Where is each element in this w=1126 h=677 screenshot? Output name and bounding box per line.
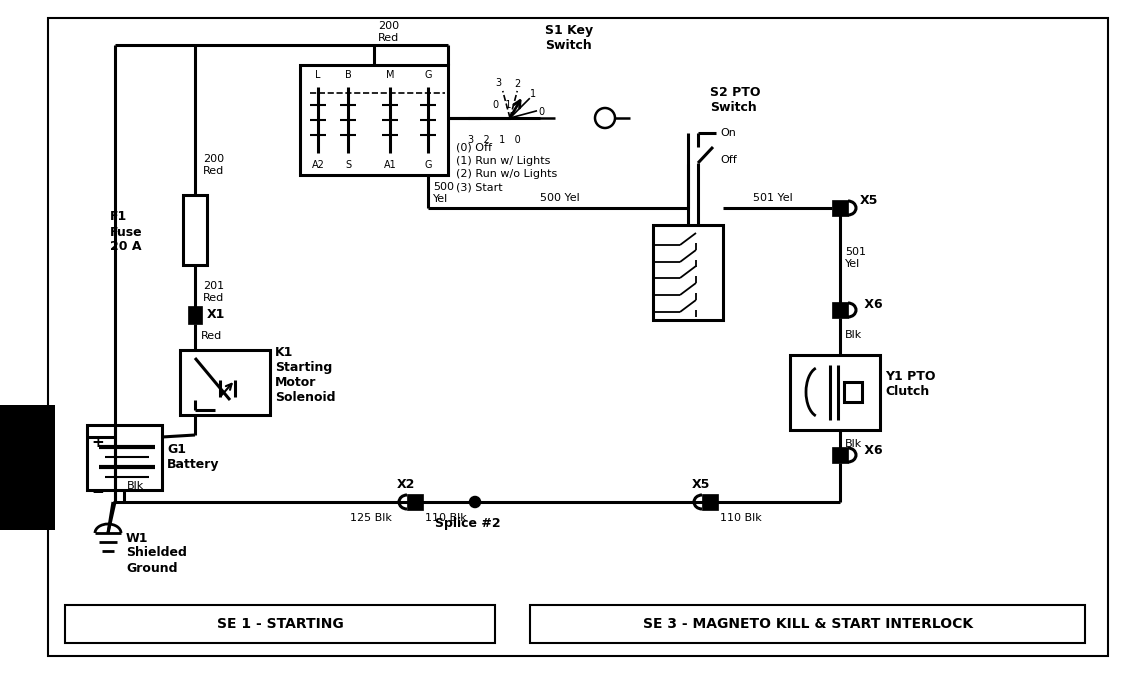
Text: 110 Blk: 110 Blk — [720, 513, 762, 523]
Text: SE 1 - STARTING: SE 1 - STARTING — [216, 617, 343, 631]
Text: 0: 0 — [538, 107, 545, 116]
Text: Blk: Blk — [844, 439, 863, 449]
Text: 501
Yel: 501 Yel — [844, 247, 866, 269]
Text: 3: 3 — [495, 78, 501, 88]
Bar — [832, 200, 848, 216]
Text: 110 Blk: 110 Blk — [425, 513, 467, 523]
Bar — [530, 605, 1085, 643]
Bar — [832, 302, 848, 318]
Text: G: G — [425, 160, 431, 170]
Text: Red: Red — [202, 331, 222, 341]
Text: X5: X5 — [692, 477, 711, 491]
Text: (0) Off: (0) Off — [456, 143, 492, 153]
Text: S1 Key
Switch: S1 Key Switch — [545, 24, 593, 52]
Text: (3) Start: (3) Start — [456, 182, 502, 192]
Text: +: + — [91, 435, 104, 450]
Bar — [832, 447, 848, 463]
Text: (2) Run w/o Lights: (2) Run w/o Lights — [456, 169, 557, 179]
Bar — [188, 306, 202, 324]
Bar — [87, 425, 162, 490]
Circle shape — [470, 497, 480, 507]
Text: Blk: Blk — [844, 330, 863, 340]
Text: 500
Yel: 500 Yel — [434, 182, 454, 204]
Text: Splice #2: Splice #2 — [435, 517, 501, 531]
Text: Blk: Blk — [127, 481, 144, 491]
Text: 2: 2 — [513, 79, 520, 89]
Text: 1: 1 — [529, 89, 536, 99]
Bar — [790, 355, 881, 430]
Text: X1: X1 — [207, 309, 225, 322]
Text: 501 Yel: 501 Yel — [753, 193, 793, 203]
Text: Y1 PTO
Clutch: Y1 PTO Clutch — [885, 370, 936, 398]
Bar — [65, 605, 495, 643]
Text: G: G — [425, 70, 431, 80]
Text: (1) Run w/ Lights: (1) Run w/ Lights — [456, 156, 551, 166]
Text: 500 Yel: 500 Yel — [540, 193, 580, 203]
Bar — [0, 405, 55, 530]
Text: A2: A2 — [312, 160, 324, 170]
Text: 0  1: 0 1 — [493, 100, 511, 110]
Text: Off: Off — [720, 155, 736, 165]
Bar — [300, 65, 448, 175]
Text: X2: X2 — [397, 477, 415, 491]
Text: 200
Red: 200 Red — [378, 21, 400, 43]
Text: 200
Red: 200 Red — [203, 154, 224, 176]
Text: −: − — [91, 485, 104, 500]
Text: G1
Battery: G1 Battery — [167, 443, 220, 471]
Bar — [184, 195, 207, 265]
Bar — [701, 494, 718, 510]
Bar — [180, 350, 270, 415]
Text: W1
Shielded
Ground: W1 Shielded Ground — [126, 531, 187, 575]
Text: 201
Red: 201 Red — [203, 281, 224, 303]
Text: L: L — [315, 70, 321, 80]
Bar — [844, 382, 863, 402]
Text: X6: X6 — [860, 299, 883, 311]
Text: S: S — [345, 160, 351, 170]
Text: M: M — [386, 70, 394, 80]
Text: SE 3 - MAGNETO KILL & START INTERLOCK: SE 3 - MAGNETO KILL & START INTERLOCK — [643, 617, 973, 631]
Text: A1: A1 — [384, 160, 396, 170]
Text: X6: X6 — [860, 443, 883, 456]
Text: S2 PTO
Switch: S2 PTO Switch — [711, 86, 760, 114]
Text: 125 Blk: 125 Blk — [350, 513, 392, 523]
Text: B: B — [345, 70, 351, 80]
Text: K1
Starting
Motor
Solenoid: K1 Starting Motor Solenoid — [275, 346, 336, 404]
Bar — [406, 494, 423, 510]
Bar — [653, 225, 723, 320]
Text: X5: X5 — [860, 194, 878, 206]
Text: On: On — [720, 128, 736, 138]
Text: F1
Fuse
20 A: F1 Fuse 20 A — [110, 211, 143, 253]
Text: 3   2   1   0: 3 2 1 0 — [468, 135, 520, 145]
